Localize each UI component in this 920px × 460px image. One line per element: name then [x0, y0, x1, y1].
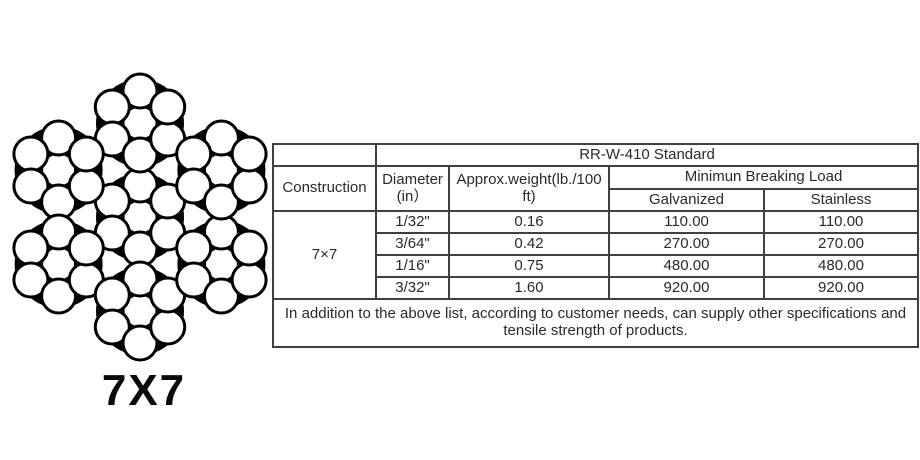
- wire-rope-diagram: [0, 60, 290, 380]
- breaking-load-header-cell: Minimun Breaking Load: [608, 165, 919, 190]
- weight-header-cell: Approx.weight(lb./100 ft): [448, 165, 610, 212]
- empty-corner-cell: [272, 143, 377, 167]
- diameter-cell: 3/64": [375, 232, 450, 256]
- table-row-header-2: Galvanized Stainless: [273, 188, 919, 212]
- weight-cell: 0.16: [448, 210, 610, 234]
- diameter-cell: 3/32": [375, 276, 450, 300]
- table-row-note: In addition to the above list, according…: [272, 298, 919, 348]
- construction-header-cell: Construction: [272, 165, 377, 212]
- table-row: 3/32" 1.60 920.00 920.00: [273, 276, 919, 300]
- note-cell: In addition to the above list, according…: [272, 298, 919, 348]
- table-row: 1/16" 0.75 480.00 480.00: [273, 254, 919, 278]
- galvanized-cell: 270.00: [608, 232, 765, 256]
- stainless-cell: 270.00: [763, 232, 919, 256]
- weight-cell: 0.75: [448, 254, 610, 278]
- diameter-cell: 1/16": [375, 254, 450, 278]
- stainless-cell: 480.00: [763, 254, 919, 278]
- galvanized-cell: 920.00: [608, 276, 765, 300]
- weight-cell: 0.42: [448, 232, 610, 256]
- table-row-standard: RR-W-410 Standard: [272, 143, 919, 167]
- table-row: 3/64" 0.42 270.00 270.00: [273, 232, 919, 256]
- construction-label: 7X7: [101, 366, 187, 415]
- stainless-header-cell: Stainless: [763, 188, 919, 212]
- weight-cell: 1.60: [448, 276, 610, 300]
- diameter-header-cell: Diameter (in）: [375, 165, 450, 212]
- table-row-header-1: Construction Diameter (in） Approx.weight…: [272, 165, 919, 212]
- stainless-cell: 110.00: [763, 210, 919, 234]
- spec-table: RR-W-410 Standard Construction Diameter …: [272, 143, 919, 348]
- wire-rope-cross-section-icon: [12, 72, 268, 362]
- diameter-cell: 1/32": [375, 210, 450, 234]
- galvanized-header-cell: Galvanized: [608, 188, 765, 212]
- construction-value-cell: 7×7: [272, 210, 377, 300]
- table-row: 7×7 1/32" 0.16 110.00 110.00: [272, 210, 919, 300]
- standard-header-cell: RR-W-410 Standard: [375, 143, 919, 167]
- galvanized-cell: 110.00: [608, 210, 765, 234]
- galvanized-cell: 480.00: [608, 254, 765, 278]
- stainless-cell: 920.00: [763, 276, 919, 300]
